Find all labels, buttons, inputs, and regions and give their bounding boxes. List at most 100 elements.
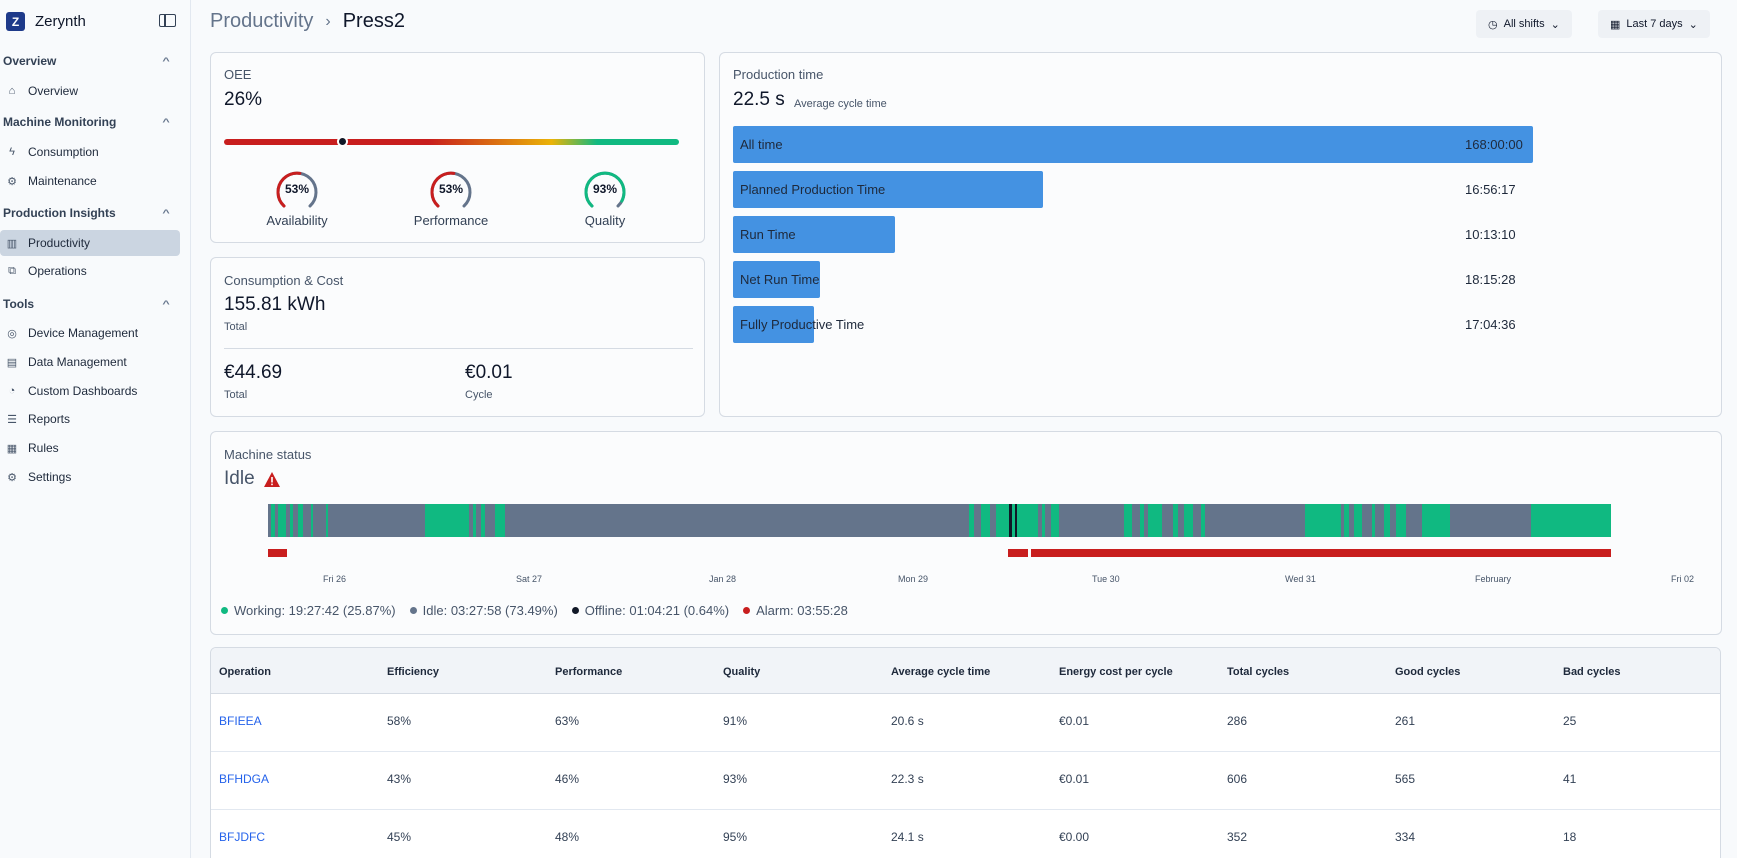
working-segment	[1184, 504, 1193, 537]
sidebar-toggle-icon[interactable]	[159, 14, 176, 27]
section-production-insights[interactable]: Production Insights ^	[3, 206, 178, 220]
legend-text: Working: 19:27:42 (25.87%)	[234, 603, 396, 618]
brand[interactable]: Z Zerynth	[6, 12, 86, 31]
section-title: Production Insights	[3, 206, 116, 220]
operation-link[interactable]: BFHDGA	[219, 772, 270, 786]
legend-idle: Idle: 03:27:58 (73.49%)	[409, 603, 558, 618]
oee-indicator	[336, 136, 348, 147]
production-bar-all-time	[733, 126, 1533, 163]
offline-dot	[571, 607, 579, 614]
cost-total-sub: Total	[224, 389, 248, 401]
date-filter-button[interactable]: ▦ Last 7 days ⌄	[1598, 10, 1710, 38]
operation-link[interactable]: BFIEEA	[219, 714, 262, 728]
operation-link[interactable]: BFJDFC	[219, 830, 265, 844]
good-cycles-cell: 565	[1395, 772, 1416, 786]
chevron-right-icon: ›	[325, 12, 331, 30]
chevron-up-icon: ^	[162, 299, 170, 309]
chevron-up-icon: ^	[162, 208, 170, 218]
oee-gradient-bar	[224, 139, 679, 145]
sidebar-item-maintenance[interactable]: ⚙ Maintenance	[0, 168, 180, 194]
energy-cost-cell: €0.01	[1059, 772, 1090, 786]
total-cycles-cell: 352	[1227, 830, 1248, 844]
production-label-fully-productive: Fully Productive Time	[740, 317, 865, 332]
sidebar-item-overview[interactable]: ⌂ Overview	[0, 78, 180, 104]
efficiency-cell: 58%	[387, 714, 412, 728]
sidebar-item-productivity[interactable]: ▥ Productivity	[0, 230, 180, 256]
status-timeline[interactable]	[256, 504, 1611, 559]
oee-card: OEE 26% 53% Availability 53% Performance…	[210, 52, 705, 243]
performance-cell: 46%	[555, 772, 580, 786]
machine-status-label: Machine status	[224, 447, 312, 462]
table-header: Operation Efficiency Performance Quality…	[211, 648, 1720, 694]
quality-gauge	[584, 171, 626, 208]
machine-status-value: Idle	[224, 468, 255, 489]
production-label-run-time: Run Time	[740, 227, 796, 242]
date-filter-label: Last 7 days	[1626, 18, 1683, 30]
avg-cycle-value: 22.5 s	[733, 89, 785, 110]
sidebar-item-settings[interactable]: ⚙ Settings	[0, 464, 180, 490]
sidebar-item-rules[interactable]: ▦ Rules	[0, 435, 180, 461]
section-overview[interactable]: Overview ^	[3, 54, 178, 68]
production-value-all-time: 168:00:00	[1465, 137, 1523, 152]
sidebar-item-label: Device Management	[28, 326, 139, 340]
table-row[interactable]: BFHDGA 43% 46% 93% 22.3 s €0.01 606 565 …	[211, 752, 1720, 810]
total-cycles-cell: 286	[1227, 714, 1248, 728]
section-tools[interactable]: Tools ^	[3, 297, 178, 311]
sidebar-item-label: Operations	[28, 264, 87, 278]
sidebar-item-operations[interactable]: ⧉ Operations	[0, 258, 180, 284]
col-avg-cycle-time[interactable]: Average cycle time	[891, 666, 991, 678]
avg-cycle-cell: 24.1 s	[891, 830, 924, 844]
sidebar-item-device-management[interactable]: ◎ Device Management	[0, 320, 180, 346]
table-row[interactable]: BFJDFC 45% 48% 95% 24.1 s €0.00 352 334 …	[211, 810, 1720, 858]
efficiency-cell: 45%	[387, 830, 412, 844]
production-bar-fully-productive	[733, 306, 814, 343]
availability-label: Availability	[266, 213, 328, 228]
lightning-icon: ϟ	[9, 146, 15, 158]
section-machine-monitoring[interactable]: Machine Monitoring ^	[3, 115, 178, 129]
working-segment	[1344, 504, 1349, 537]
col-energy-cost[interactable]: Energy cost per cycle	[1059, 666, 1173, 678]
chevron-down-icon: ⌄	[1688, 18, 1698, 31]
col-quality[interactable]: Quality	[723, 666, 761, 678]
avg-cycle-cell: 22.3 s	[891, 772, 924, 786]
working-segment	[290, 504, 293, 537]
bad-cycles-cell: 41	[1563, 772, 1577, 786]
table-row[interactable]: BFIEEA 58% 63% 91% 20.6 s €0.01 286 261 …	[211, 694, 1720, 752]
quality-cell: 93%	[723, 772, 748, 786]
performance-value: 53%	[438, 182, 464, 196]
sidebar-item-label: Reports	[28, 412, 71, 426]
page-title: Press2	[342, 10, 405, 32]
shift-filter-button[interactable]: ◷ All shifts ⌄	[1476, 10, 1572, 38]
col-total-cycles[interactable]: Total cycles	[1227, 666, 1290, 678]
working-segment	[1372, 504, 1375, 537]
working-segment	[271, 504, 275, 537]
legend-text: Offline: 01:04:21 (0.64%)	[584, 603, 730, 618]
working-segment	[1042, 504, 1045, 537]
quality-value: 93%	[592, 182, 618, 196]
col-efficiency[interactable]: Efficiency	[387, 666, 439, 678]
sidebar-item-label: Maintenance	[28, 174, 97, 188]
sidebar-item-label: Data Management	[28, 355, 127, 369]
production-value-planned: 16:56:17	[1465, 182, 1516, 197]
total-cycles-cell: 606	[1227, 772, 1248, 786]
sidebar-item-reports[interactable]: ☰ Reports	[0, 406, 180, 432]
breadcrumb-parent[interactable]: Productivity	[210, 10, 314, 32]
device-icon: ◎	[7, 327, 17, 340]
col-good-cycles[interactable]: Good cycles	[1395, 666, 1461, 678]
sidebar-item-custom-dashboards[interactable]: ◔ Custom Dashboards	[0, 378, 180, 404]
working-segment	[425, 504, 469, 537]
timeline-tick: February	[1475, 574, 1512, 584]
alarm-segment	[268, 549, 287, 557]
col-operation[interactable]: Operation	[219, 666, 271, 678]
production-value-net-run: 18:15:28	[1465, 272, 1516, 287]
col-performance[interactable]: Performance	[555, 666, 623, 678]
good-cycles-cell: 334	[1395, 830, 1416, 844]
sidebar-item-data-management[interactable]: ▤ Data Management	[0, 349, 180, 375]
avg-cycle-label: Average cycle time	[794, 98, 887, 110]
production-label-all-time: All time	[740, 137, 783, 152]
sidebar-item-consumption[interactable]: ϟ Consumption	[0, 139, 180, 165]
col-bad-cycles[interactable]: Bad cycles	[1563, 666, 1621, 678]
oee-value: 26%	[224, 89, 263, 110]
working-segment	[1148, 504, 1162, 537]
energy-value: 155.81 kWh	[224, 294, 326, 315]
